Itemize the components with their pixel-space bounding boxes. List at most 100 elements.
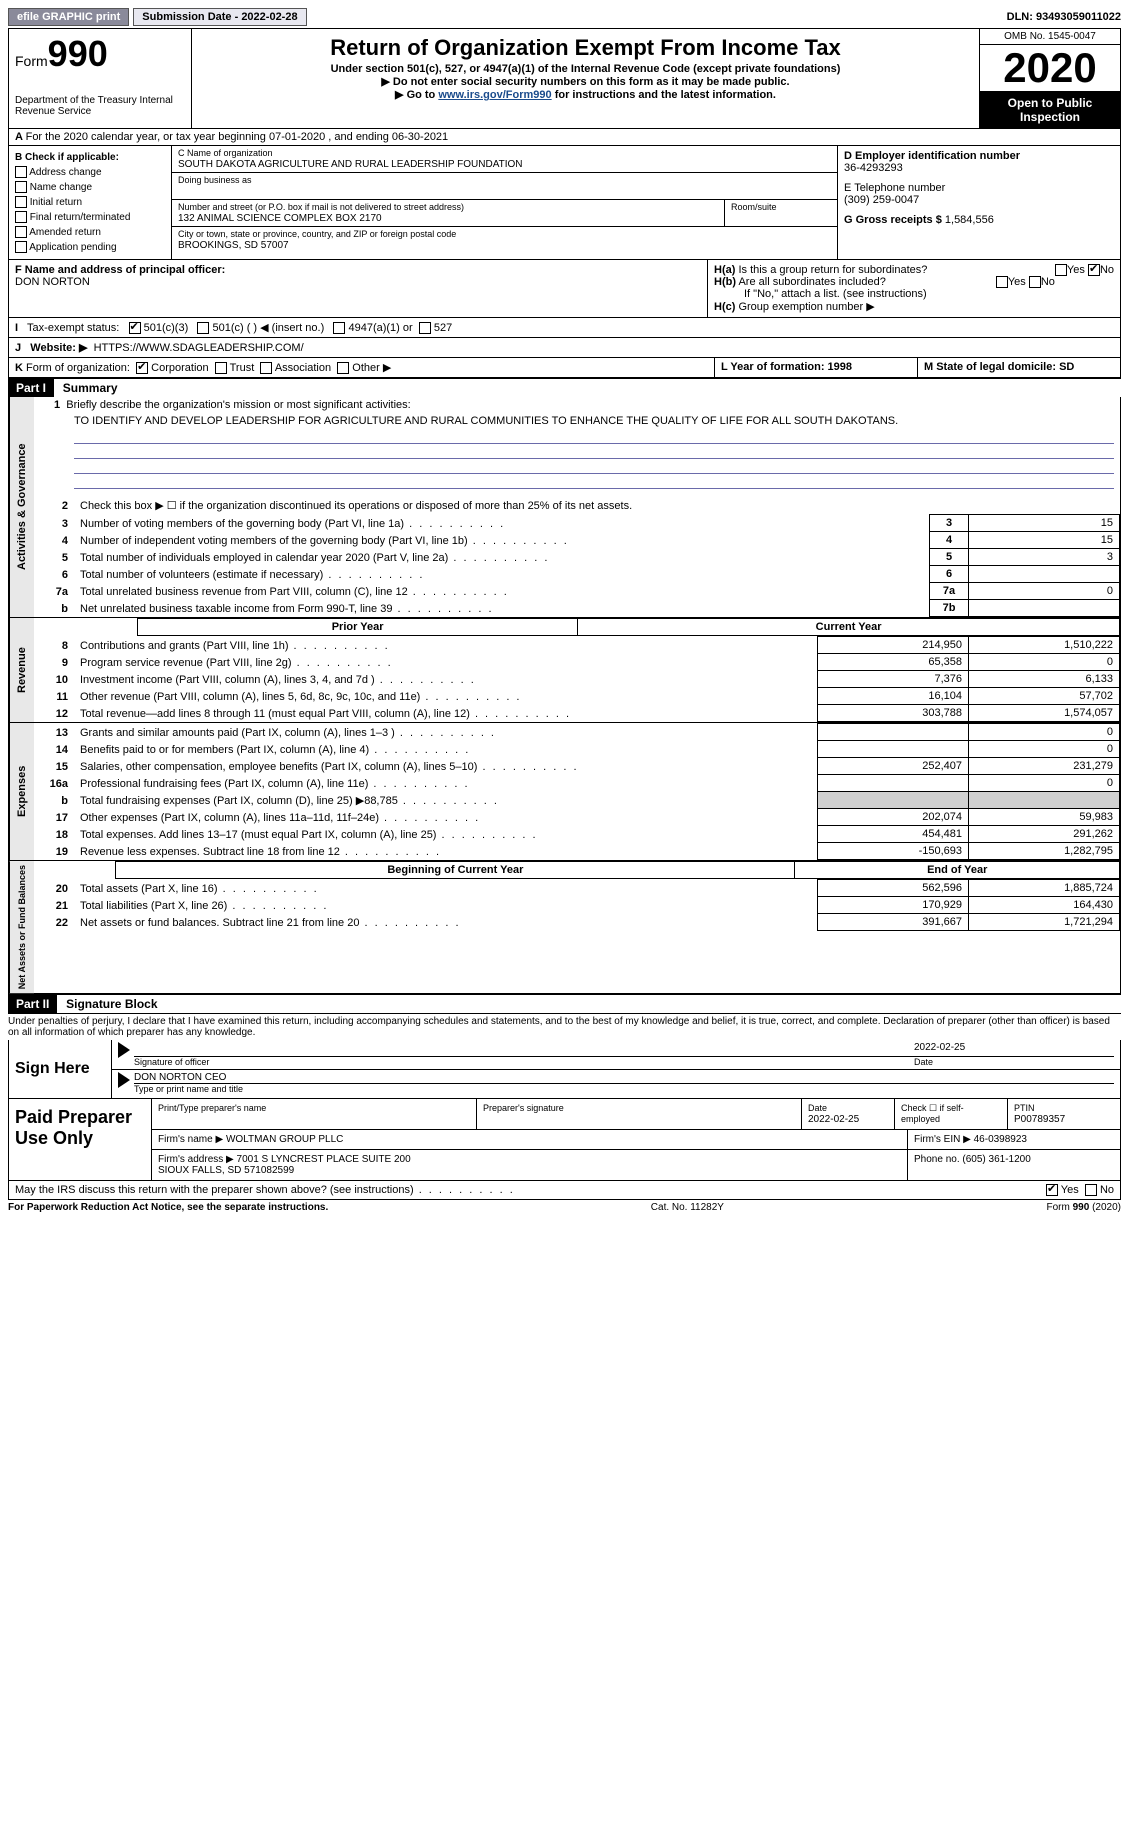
line-12-current: 1,574,057 xyxy=(969,705,1120,722)
arrow-icon xyxy=(118,1072,130,1088)
line-8-desc: Contributions and grants (Part VIII, lin… xyxy=(76,637,818,654)
check-501c[interactable] xyxy=(197,322,209,334)
line-9-prior: 65,358 xyxy=(818,654,969,671)
c-city: BROOKINGS, SD 57007 xyxy=(178,240,289,251)
page-footer: For Paperwork Reduction Act Notice, see … xyxy=(8,1200,1121,1215)
line-19-desc: Revenue less expenses. Subtract line 18 … xyxy=(76,843,818,860)
tax-year: 2020 xyxy=(980,45,1120,92)
line-16a-desc: Professional fundraising fees (Part IX, … xyxy=(76,775,818,792)
discuss-no[interactable] xyxy=(1085,1184,1097,1196)
check-final-return[interactable] xyxy=(15,211,27,223)
ha-yes[interactable] xyxy=(1055,264,1067,276)
date-label: Date xyxy=(914,1056,1114,1067)
efile-button[interactable]: efile GRAPHIC print xyxy=(8,8,129,26)
form-header: Form990 Department of the Treasury Inter… xyxy=(8,28,1121,129)
firm-ein: 46-0398923 xyxy=(974,1134,1027,1145)
check-corporation[interactable] xyxy=(136,362,148,374)
end-year-header: End of Year xyxy=(795,862,1120,879)
sign-here-label: Sign Here xyxy=(9,1040,112,1098)
form-number: 990 xyxy=(48,33,108,74)
d-ein: 36-4293293 xyxy=(844,162,903,174)
line2-checkbox-text: Check this box ▶ ☐ if the organization d… xyxy=(76,497,1120,514)
check-other[interactable] xyxy=(337,362,349,374)
hb-label: H(b) xyxy=(714,276,736,288)
check-association[interactable] xyxy=(260,362,272,374)
firm-phone: (605) 361-1200 xyxy=(962,1154,1030,1165)
hb-no[interactable] xyxy=(1029,276,1041,288)
line-20-current: 1,885,724 xyxy=(969,880,1120,897)
line-22-prior: 391,667 xyxy=(818,914,969,931)
check-4947[interactable] xyxy=(333,322,345,334)
check-address-change[interactable] xyxy=(15,166,27,178)
l-year-formation: L Year of formation: 1998 xyxy=(714,358,917,377)
line-b-current xyxy=(969,792,1120,809)
form-990-footer: Form 990 (2020) xyxy=(1047,1202,1121,1213)
line-5-desc: Total number of individuals employed in … xyxy=(76,549,930,566)
mission-statement: TO IDENTIFY AND DEVELOP LEADERSHIP FOR A… xyxy=(34,413,1120,429)
line-6-desc: Total number of volunteers (estimate if … xyxy=(76,566,930,583)
check-527[interactable] xyxy=(419,322,431,334)
line-14-desc: Benefits paid to or for members (Part IX… xyxy=(76,741,818,758)
part1-title: Summary xyxy=(57,381,118,395)
prior-year-header: Prior Year xyxy=(138,619,578,636)
line-21-prior: 170,929 xyxy=(818,897,969,914)
j-website: HTTPS://WWW.SDAGLEADERSHIP.COM/ xyxy=(94,342,304,354)
goto-pre: ▶ Go to xyxy=(395,89,438,101)
sig-date: 2022-02-25 xyxy=(914,1042,1114,1056)
f-label: F Name and address of principal officer: xyxy=(15,264,225,276)
line-11-current: 57,702 xyxy=(969,688,1120,705)
line-9-desc: Program service revenue (Part VIII, line… xyxy=(76,654,818,671)
check-amended-return[interactable] xyxy=(15,226,27,238)
line-b-prior xyxy=(818,792,969,809)
line-b-value xyxy=(969,600,1120,617)
form-label: Form xyxy=(15,53,48,69)
check-initial-return[interactable] xyxy=(15,196,27,208)
self-employed-check[interactable]: Check ☐ if self-employed xyxy=(895,1099,1008,1129)
firm-name: WOLTMAN GROUP PLLC xyxy=(226,1134,343,1145)
check-application-pending[interactable] xyxy=(15,241,27,253)
c-org-name: SOUTH DAKOTA AGRICULTURE AND RURAL LEADE… xyxy=(178,159,523,170)
line-20-prior: 562,596 xyxy=(818,880,969,897)
public-inspection: Open to Public Inspection xyxy=(980,92,1120,128)
ha-no[interactable] xyxy=(1088,264,1100,276)
line-22-current: 1,721,294 xyxy=(969,914,1120,931)
check-501c3[interactable] xyxy=(129,322,141,334)
discuss-yes[interactable] xyxy=(1046,1184,1058,1196)
line-11-desc: Other revenue (Part VIII, column (A), li… xyxy=(76,688,818,705)
m-state-domicile: M State of legal domicile: SD xyxy=(917,358,1120,377)
line-16a-prior xyxy=(818,775,969,792)
officer-name: DON NORTON CEO xyxy=(134,1072,1114,1083)
c-dba-label: Doing business as xyxy=(178,175,252,185)
beg-year-header: Beginning of Current Year xyxy=(116,862,795,879)
ha-label: H(a) xyxy=(714,264,735,276)
dept-treasury: Department of the Treasury Internal Reve… xyxy=(15,95,185,117)
line-10-current: 6,133 xyxy=(969,671,1120,688)
line-17-prior: 202,074 xyxy=(818,809,969,826)
line-3-value: 15 xyxy=(969,515,1120,532)
hb-yes[interactable] xyxy=(996,276,1008,288)
line-14-prior xyxy=(818,741,969,758)
f-officer-name: DON NORTON xyxy=(15,276,90,288)
row-a-tax-year: A For the 2020 calendar year, or tax yea… xyxy=(8,129,1121,146)
line-17-current: 59,983 xyxy=(969,809,1120,826)
part2-title: Signature Block xyxy=(60,997,157,1011)
line-8-prior: 214,950 xyxy=(818,637,969,654)
ptin: P00789357 xyxy=(1014,1114,1065,1125)
line-19-prior: -150,693 xyxy=(818,843,969,860)
d-tel: (309) 259-0047 xyxy=(844,194,919,206)
check-name-change[interactable] xyxy=(15,181,27,193)
form-title: Return of Organization Exempt From Incom… xyxy=(198,35,973,61)
line-12-desc: Total revenue—add lines 8 through 11 (mu… xyxy=(76,705,818,722)
line-12-prior: 303,788 xyxy=(818,705,969,722)
goto-post: for instructions and the latest informat… xyxy=(552,89,776,101)
check-trust[interactable] xyxy=(215,362,227,374)
line-15-current: 231,279 xyxy=(969,758,1120,775)
line-22-desc: Net assets or fund balances. Subtract li… xyxy=(76,914,818,931)
d-ein-label: D Employer identification number xyxy=(844,150,1020,162)
line-21-desc: Total liabilities (Part X, line 26) xyxy=(76,897,818,914)
sign-here-section: Sign Here Signature of officer 2022-02-2… xyxy=(8,1040,1121,1099)
line-15-desc: Salaries, other compensation, employee b… xyxy=(76,758,818,775)
vert-net-assets: Net Assets or Fund Balances xyxy=(9,861,34,993)
line-6-value xyxy=(969,566,1120,583)
irs-link[interactable]: www.irs.gov/Form990 xyxy=(438,89,551,101)
